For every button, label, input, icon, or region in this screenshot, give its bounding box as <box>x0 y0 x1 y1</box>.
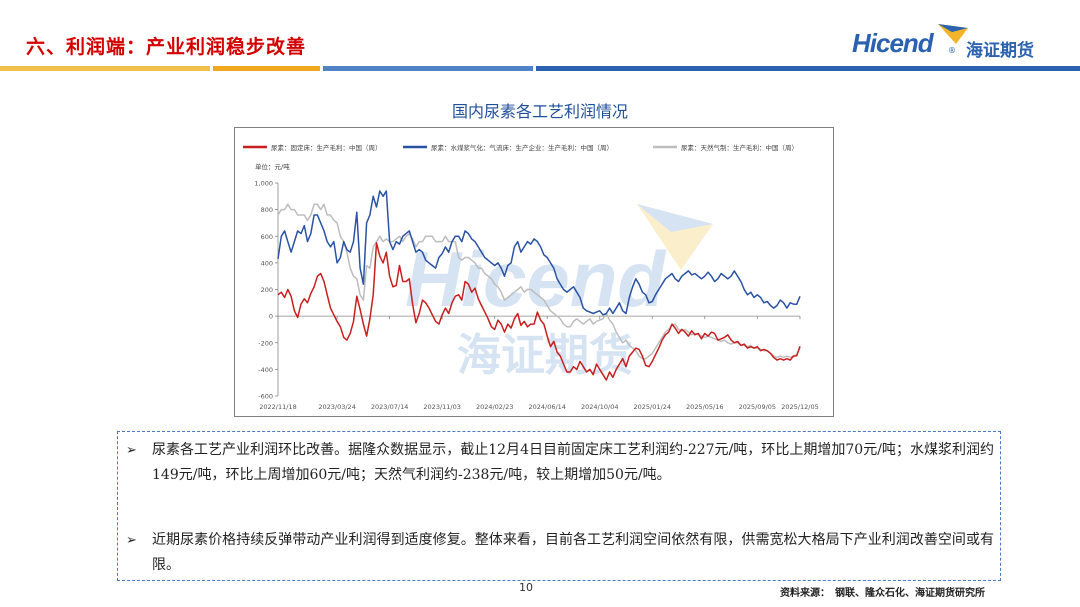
x-tick-label: 2023/11/03 <box>423 403 460 411</box>
y-tick-label: 600 <box>261 233 273 241</box>
watermark-flag-icon <box>637 204 713 232</box>
bullet-text: 尿素各工艺产业利润环比改善。据隆众数据显示，截止12月4日目前固定床工艺利润约-… <box>152 442 994 483</box>
bullet-item: ➢ 近期尿素价格持续反弹带动产业利润得到适度修复。整体来看，目前各工艺利润空间依… <box>126 528 994 578</box>
x-tick-label: 2025/12/05 <box>781 403 818 411</box>
profit-line-chart: Hicend 海证期货 尿素：固定床：生产毛利：中国（周） 尿素：水煤浆气化：气流床… <box>243 143 819 411</box>
y-tick-label: 1,000 <box>254 180 273 188</box>
series-line-2 <box>277 190 801 316</box>
hicend-logo: Hicend ® 海证期货 <box>852 22 1052 66</box>
series-line-3 <box>277 203 801 360</box>
header-bar-segment-4 <box>536 66 1080 71</box>
bullet-text: 近期尿素价格持续反弹带动产业利润得到适度修复。整体来看，目前各工艺利润空间依然有… <box>152 532 994 573</box>
bullet-arrow-icon: ➢ <box>126 443 137 458</box>
x-tick-label: 2025/05/16 <box>686 403 723 411</box>
logo-cn-name: 海证期货 <box>966 41 1034 61</box>
y-tick-label: 200 <box>261 286 273 294</box>
x-tick-label: 2025/01/24 <box>634 403 671 411</box>
commentary-box: ➢ 尿素各工艺产业利润环比改善。据隆众数据显示，截止12月4日目前固定床工艺利润… <box>117 431 1001 581</box>
chart-title: 国内尿素各工艺利润情况 <box>451 102 628 121</box>
page-number: 10 <box>519 581 533 594</box>
x-tick-label: 2024/10/04 <box>581 403 618 411</box>
logo-brand-text: Hicend <box>852 28 934 58</box>
y-tick-label: -200 <box>258 339 273 347</box>
x-tick-label: 2023/03/24 <box>318 403 355 411</box>
x-tick-label: 2024/02/23 <box>476 403 513 411</box>
bullet-arrow-icon: ➢ <box>126 533 137 548</box>
watermark-cn: 海证期货 <box>457 330 633 381</box>
unit-label: 单位：元/吨 <box>255 162 290 171</box>
x-tick-label: 2024/06/14 <box>528 403 565 411</box>
bullet-item: ➢ 尿素各工艺产业利润环比改善。据隆众数据显示，截止12月4日目前固定床工艺利润… <box>126 438 994 488</box>
header-bar-segment-2 <box>213 66 320 71</box>
y-tick-label: 0 <box>269 313 273 321</box>
legend-label: 尿素：水煤浆气化：气流床：生产企业：生产毛利：中国（周） <box>431 143 613 152</box>
series-line-1 <box>277 242 801 381</box>
legend-label: 尿素：固定床：生产毛利：中国（周） <box>271 143 382 152</box>
logo-registered-mark: ® <box>948 46 956 55</box>
header-bar-segment-3 <box>323 66 533 71</box>
header-bar-segment-1 <box>0 66 210 71</box>
y-tick-label: 400 <box>261 259 273 267</box>
x-tick-label: 2022/11/18 <box>259 403 296 411</box>
chart-container: Hicend 海证期货 尿素：固定床：生产毛利：中国（周） 尿素：水煤浆气化：气流床… <box>234 127 834 417</box>
source-note: 资料来源： 钢联、隆众石化、海证期货研究所 <box>780 588 985 599</box>
logo-flag-icon <box>938 24 968 44</box>
y-tick-label: 800 <box>261 206 273 214</box>
y-tick-label: -400 <box>258 366 273 374</box>
x-tick-label: 2023/07/14 <box>371 403 408 411</box>
x-tick-label: 2025/09/05 <box>739 403 776 411</box>
legend-label: 尿素：天然气制：生产毛利：中国（周） <box>681 143 798 152</box>
y-tick-label: -600 <box>258 393 273 401</box>
watermark-brand: Hicend <box>405 235 666 323</box>
page-title: 六、利润端：产业利润稳步改善 <box>26 36 307 58</box>
